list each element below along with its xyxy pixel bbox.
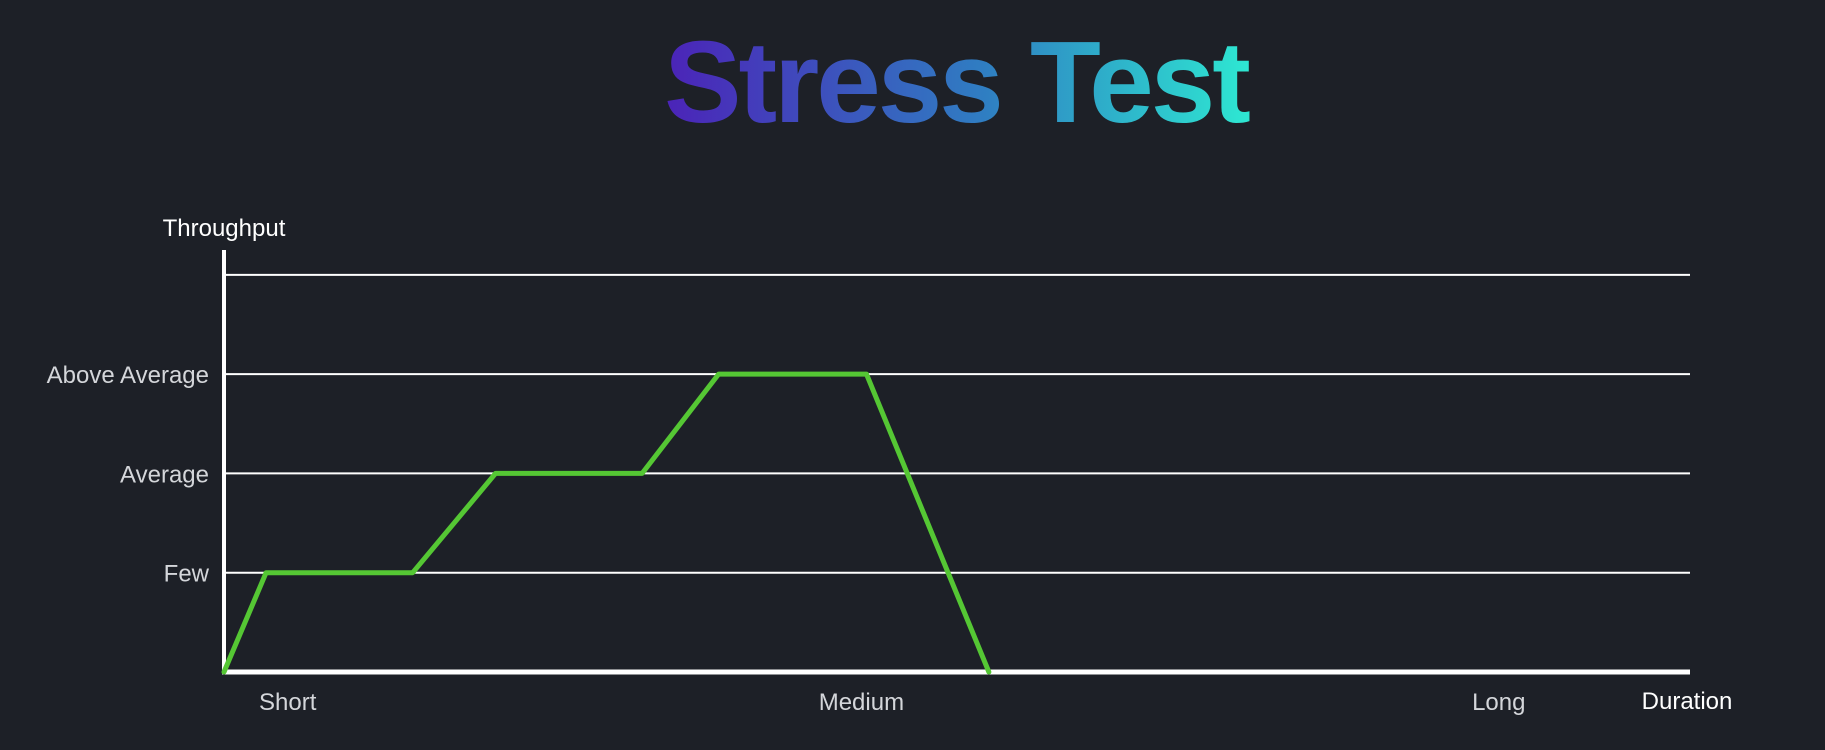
axes <box>222 250 1690 675</box>
series-layer <box>221 371 992 675</box>
y-axis-title: Throughput <box>163 215 286 242</box>
x-tick-labels: Short Medium Long <box>259 689 1525 716</box>
x-tick-label: Short <box>259 689 317 716</box>
x-tick-label: Medium <box>819 689 904 716</box>
x-tick-label: Long <box>1472 689 1525 716</box>
y-tick-label: Above Average <box>47 362 209 389</box>
chart-title: Stress Test <box>664 17 1250 147</box>
y-tick-label: Average <box>120 461 209 488</box>
x-axis-title: Duration <box>1642 688 1733 715</box>
y-tick-labels: Few Average Above Average <box>47 362 210 588</box>
y-tick-label: Few <box>164 561 210 588</box>
grid-lines <box>224 273 1690 574</box>
series-line <box>221 371 992 675</box>
